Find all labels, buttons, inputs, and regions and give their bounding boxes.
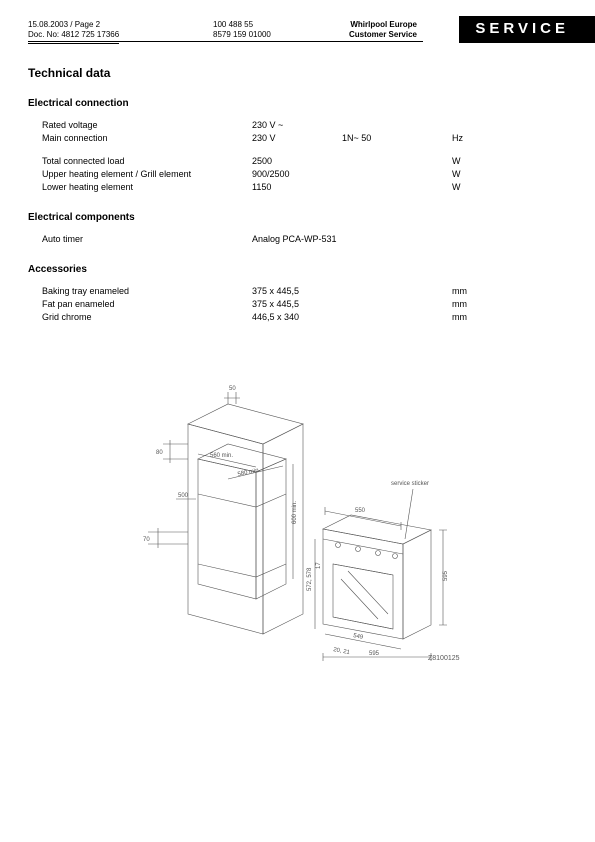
dim-595h: 595 bbox=[443, 571, 449, 582]
label-service-sticker: service sticker bbox=[391, 481, 429, 487]
unit: mm bbox=[452, 311, 492, 324]
value: 446,5 x 340 bbox=[252, 311, 342, 324]
dim-600: 600 min. bbox=[292, 501, 298, 524]
table-electrical-connection: Rated voltage 230 V ~ Main connection 23… bbox=[42, 119, 567, 194]
dim-2021: 20, 21 bbox=[332, 647, 350, 656]
header-right: Whirlpool Europe Customer Service bbox=[349, 20, 417, 41]
unit: W bbox=[452, 168, 492, 181]
page-title: Technical data bbox=[28, 66, 567, 80]
service-banner: SERVICE bbox=[459, 16, 595, 43]
value: 2500 bbox=[252, 155, 342, 168]
value: 375 x 445,5 bbox=[252, 298, 342, 311]
dim-50: 50 bbox=[229, 386, 236, 392]
header-doc-no: Doc. No: 4812 725 17366 bbox=[28, 30, 119, 40]
header-rule bbox=[28, 43, 119, 44]
table-row: Auto timer Analog PCA-WP-531 bbox=[42, 233, 567, 246]
table-row: Main connection 230 V 1N~ 50 Hz bbox=[42, 132, 567, 145]
value: Analog PCA-WP-531 bbox=[252, 233, 492, 246]
header-brand1: Whirlpool Europe bbox=[349, 20, 417, 30]
value: 900/2500 bbox=[252, 168, 342, 181]
table-row: Baking tray enameled 375 x 445,5 mm bbox=[42, 285, 567, 298]
table-row: Upper heating element / Grill element 90… bbox=[42, 168, 567, 181]
installation-diagram: 50 80 70 560 min. 580 min. 500 600 min bbox=[28, 384, 567, 664]
unit: mm bbox=[452, 285, 492, 298]
dim-550: 550 bbox=[355, 508, 366, 514]
value: 230 V bbox=[252, 132, 342, 145]
label: Auto timer bbox=[42, 233, 252, 246]
label: Baking tray enameled bbox=[42, 285, 252, 298]
dim-80: 80 bbox=[156, 450, 163, 456]
table-row: Fat pan enameled 375 x 445,5 mm bbox=[42, 298, 567, 311]
table-row: Grid chrome 446,5 x 340 mm bbox=[42, 311, 567, 324]
header-code-a: 100 488 55 bbox=[213, 20, 271, 30]
unit: W bbox=[452, 155, 492, 168]
header-brand2: Customer Service bbox=[349, 30, 417, 40]
label: Grid chrome bbox=[42, 311, 252, 324]
table-row: Lower heating element 1150 W bbox=[42, 181, 567, 194]
value: 375 x 445,5 bbox=[252, 285, 342, 298]
label: Rated voltage bbox=[42, 119, 252, 132]
document-header: 15.08.2003 / Page 2 Doc. No: 4812 725 17… bbox=[28, 20, 567, 52]
mid: 1N~ 50 bbox=[342, 132, 452, 145]
header-left: 15.08.2003 / Page 2 Doc. No: 4812 725 17… bbox=[28, 20, 119, 44]
section-accessories: Accessories bbox=[28, 264, 567, 275]
header-date-page: 15.08.2003 / Page 2 bbox=[28, 20, 119, 30]
header-mid: 100 488 55 8579 159 01000 bbox=[213, 20, 271, 41]
table-row: Rated voltage 230 V ~ bbox=[42, 119, 567, 132]
unit: W bbox=[452, 181, 492, 194]
label: Total connected load bbox=[42, 155, 252, 168]
dim-17: 17 bbox=[316, 562, 322, 569]
table-electrical-components: Auto timer Analog PCA-WP-531 bbox=[42, 233, 567, 246]
dim-572: 572, 578 bbox=[307, 567, 313, 591]
dim-70: 70 bbox=[143, 537, 150, 543]
table-accessories: Baking tray enameled 375 x 445,5 mm Fat … bbox=[42, 285, 567, 324]
mid bbox=[342, 119, 452, 132]
label: Fat pan enameled bbox=[42, 298, 252, 311]
unit bbox=[452, 119, 492, 132]
dim-500: 500 bbox=[178, 493, 189, 499]
unit: mm bbox=[452, 298, 492, 311]
dim-560: 560 min. bbox=[210, 453, 233, 459]
diagram-svg: 50 80 70 560 min. 580 min. 500 600 min bbox=[128, 384, 468, 664]
value: 1150 bbox=[252, 181, 342, 194]
label: Main connection bbox=[42, 132, 252, 145]
header-code-b: 8579 159 01000 bbox=[213, 30, 271, 40]
diagram-code: Z8100125 bbox=[428, 655, 460, 662]
table-row: Total connected load 2500 W bbox=[42, 155, 567, 168]
dim-595w: 595 bbox=[369, 651, 380, 657]
section-electrical-components: Electrical components bbox=[28, 212, 567, 223]
section-electrical-connection: Electrical connection bbox=[28, 98, 567, 109]
value: 230 V ~ bbox=[252, 119, 342, 132]
label: Upper heating element / Grill element bbox=[42, 168, 252, 181]
unit: Hz bbox=[452, 132, 492, 145]
label: Lower heating element bbox=[42, 181, 252, 194]
